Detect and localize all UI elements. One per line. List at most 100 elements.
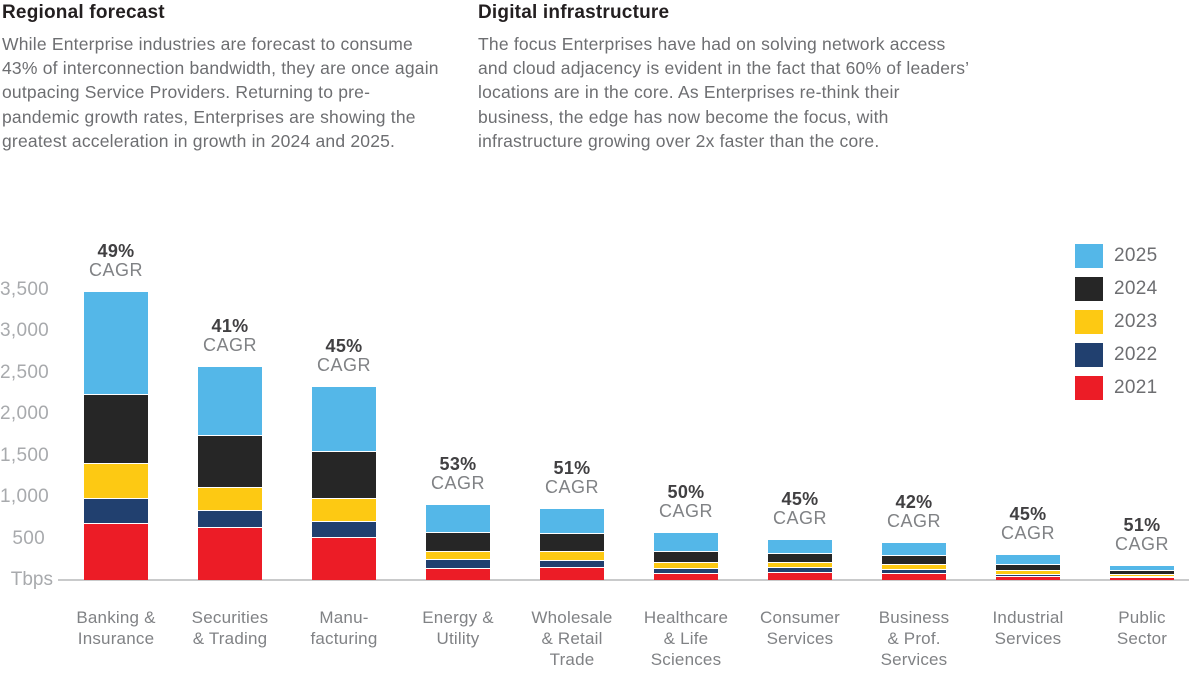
stacked-bar (882, 542, 946, 580)
bar-segment-2022 (768, 567, 832, 573)
bar-segment-2024 (1110, 569, 1174, 574)
stacked-bar (312, 386, 376, 580)
stacked-bar (540, 509, 604, 580)
bar-segment-2025 (540, 509, 604, 534)
cagr-word: CAGR (1000, 523, 1056, 544)
bar-segment-2022 (84, 497, 148, 523)
bar-segment-2025 (1110, 565, 1174, 570)
legend-label: 2021 (1114, 377, 1158, 398)
category-label: Wholesale & Retail Trade (531, 608, 613, 669)
bar-segment-2021 (540, 566, 604, 580)
y-axis-unit-label: Tbps (10, 569, 53, 590)
category-label: Industrial Services (992, 608, 1064, 648)
cagr-percentage: 51% (553, 458, 591, 479)
bar-segment-2022 (996, 573, 1060, 576)
bar-segment-2025 (996, 555, 1060, 565)
bar-segment-2022 (312, 520, 376, 537)
y-axis-tick-label: 1,000 (0, 486, 50, 508)
legend-swatch (1075, 376, 1103, 400)
cagr-label: 51% CAGR (1114, 514, 1170, 554)
cagr-label: 49% CAGR (88, 241, 144, 280)
cagr-percentage: 51% (1123, 514, 1161, 535)
bar-segment-2025 (312, 386, 376, 452)
cagr-percentage: 41% (211, 316, 249, 337)
legend-label: 2023 (1114, 311, 1158, 332)
bar-segment-2025 (882, 542, 946, 556)
bar-segment-2025 (198, 367, 262, 435)
stacked-bar (198, 367, 262, 580)
stacked-bar (768, 539, 832, 580)
legend-label: 2022 (1114, 344, 1158, 365)
cagr-label: 42% CAGR (886, 492, 942, 531)
bar-segment-2025 (768, 539, 832, 554)
y-axis-tick-label: 3,500 (0, 279, 50, 300)
category-label: Consumer Services (759, 608, 841, 648)
bar-segment-2024 (312, 451, 376, 499)
legend-label: 2024 (1114, 278, 1158, 299)
y-axis-tick-label: 2,500 (0, 361, 50, 383)
regional-forecast-section: Regional forecast While Enterprise indus… (2, 0, 440, 153)
y-axis-tick-label: 3,000 (0, 320, 50, 342)
bar-segment-2025 (84, 291, 148, 394)
cagr-word: CAGR (544, 477, 600, 498)
legend-label: 2025 (1114, 245, 1158, 266)
cagr-label: 51% CAGR (545, 459, 599, 497)
category-label: Energy & Utility (422, 608, 494, 648)
cagr-word: CAGR (772, 507, 828, 528)
y-axis-tick-label: 1,500 (0, 444, 50, 466)
bar-segment-2021 (84, 522, 148, 580)
cagr-label: 45% CAGR (316, 335, 372, 375)
bar-segment-2023 (768, 562, 832, 568)
cagr-word: CAGR (88, 259, 144, 280)
cagr-word: CAGR (658, 501, 714, 522)
legend-swatch (1075, 310, 1103, 334)
bar-segment-2022 (540, 559, 604, 567)
cagr-percentage: 45% (781, 488, 819, 509)
bar-segment-2025 (654, 533, 718, 551)
legend-swatch (1075, 244, 1103, 268)
bar-segment-2021 (654, 572, 718, 580)
regional-forecast-paragraph: While Enterprise industries are forecast… (2, 34, 439, 151)
legend-item: 2025 (1075, 244, 1157, 268)
bar-segment-2024 (654, 551, 718, 562)
regional-forecast-heading: Regional forecast (2, 2, 165, 23)
y-axis-tick-label: 2,000 (0, 403, 50, 425)
category-label: Banking & Insurance (76, 608, 156, 648)
bar-segment-2021 (426, 567, 490, 580)
stacked-bar (996, 555, 1060, 580)
cagr-percentage: 45% (325, 335, 363, 356)
bar-segment-2021 (882, 572, 946, 580)
bar-segment-2023 (540, 550, 604, 560)
cagr-word: CAGR (316, 354, 372, 375)
y-axis-tick-label: 500 (12, 527, 45, 549)
cagr-word: CAGR (1114, 533, 1170, 554)
bar-segment-2021 (996, 575, 1060, 580)
bar-segment-2021 (1110, 577, 1174, 580)
bar-segment-2023 (312, 498, 376, 521)
cagr-percentage: 50% (667, 482, 705, 503)
stacked-bar (654, 533, 718, 580)
bar-segment-2023 (426, 551, 490, 560)
bar-segment-2022 (426, 559, 490, 568)
cagr-label: 50% CAGR (659, 483, 713, 521)
bar-segment-2024 (768, 553, 832, 563)
cagr-label: 45% CAGR (1001, 505, 1055, 543)
bar-segment-2024 (84, 393, 148, 464)
digital-infrastructure-heading: Digital infrastructure (478, 2, 670, 23)
bar-segment-2024 (996, 564, 1060, 570)
cagr-word: CAGR (886, 510, 942, 531)
legend-item: 2021 (1075, 376, 1157, 400)
legend-swatch (1075, 277, 1103, 301)
bar-segment-2023 (84, 463, 148, 498)
bar-segment-2025 (426, 505, 490, 532)
bar-segment-2021 (198, 526, 262, 580)
legend-item: 2023 (1075, 310, 1157, 334)
category-label: Healthcare & Life Sciences (643, 608, 729, 669)
cagr-percentage: 53% (439, 454, 477, 475)
bar-segment-2022 (882, 568, 946, 573)
stacked-bar (1110, 565, 1174, 580)
bar-segment-2023 (1110, 573, 1174, 576)
bar-segment-2024 (882, 555, 946, 565)
